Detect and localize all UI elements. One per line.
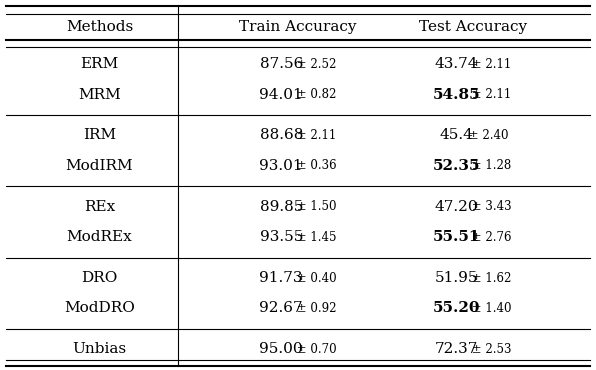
Text: ± 2.11: ± 2.11 [468,88,511,101]
Text: 88.68: 88.68 [259,128,303,142]
Text: REx: REx [84,200,115,214]
Text: ± 2.76: ± 2.76 [468,231,512,243]
Text: Train Accuracy: Train Accuracy [239,20,357,34]
Text: ± 1.50: ± 1.50 [293,200,337,213]
Text: 45.4: 45.4 [439,128,473,142]
Text: 87.56: 87.56 [259,57,303,71]
Text: ± 1.62: ± 1.62 [468,272,512,285]
Text: ± 2.52: ± 2.52 [293,58,337,71]
Text: 94.01: 94.01 [259,88,303,101]
Text: ± 2.11: ± 2.11 [468,58,511,71]
Text: ± 3.43: ± 3.43 [468,200,512,213]
Text: ± 1.40: ± 1.40 [468,302,512,315]
Text: ModDRO: ModDRO [64,302,135,315]
Text: Unbias: Unbias [72,342,126,356]
Text: ± 0.36: ± 0.36 [293,159,337,172]
Text: 95.00: 95.00 [259,342,303,356]
Text: 93.55: 93.55 [259,230,303,244]
Text: 72.37: 72.37 [434,342,478,356]
Text: MRM: MRM [78,88,121,101]
Text: ± 2.53: ± 2.53 [468,343,512,356]
Text: ModIRM: ModIRM [66,159,134,173]
Text: 89.85: 89.85 [259,200,303,214]
Text: 52.35: 52.35 [433,159,480,173]
Text: 47.20: 47.20 [434,200,478,214]
Text: 55.51: 55.51 [433,230,480,244]
Text: 93.01: 93.01 [259,159,303,173]
Text: ± 0.40: ± 0.40 [293,272,337,285]
Text: ModREx: ModREx [67,230,132,244]
Text: ERM: ERM [80,57,119,71]
Text: ± 0.70: ± 0.70 [293,343,337,356]
Text: 55.20: 55.20 [433,302,480,315]
Text: ± 2.40: ± 2.40 [465,129,508,142]
Text: Methods: Methods [66,20,133,34]
Text: 92.67: 92.67 [259,302,303,315]
Text: ± 2.11: ± 2.11 [293,129,336,142]
Text: ± 1.28: ± 1.28 [468,159,511,172]
Text: 54.85: 54.85 [433,88,480,101]
Text: Test Accuracy: Test Accuracy [419,20,527,34]
Text: 91.73: 91.73 [259,271,303,285]
Text: ± 0.82: ± 0.82 [293,88,337,101]
Text: DRO: DRO [81,271,117,285]
Text: ± 0.92: ± 0.92 [293,302,337,315]
Text: IRM: IRM [83,128,116,142]
Text: 51.95: 51.95 [434,271,478,285]
Text: ± 1.45: ± 1.45 [293,231,337,243]
Text: 43.74: 43.74 [434,57,478,71]
